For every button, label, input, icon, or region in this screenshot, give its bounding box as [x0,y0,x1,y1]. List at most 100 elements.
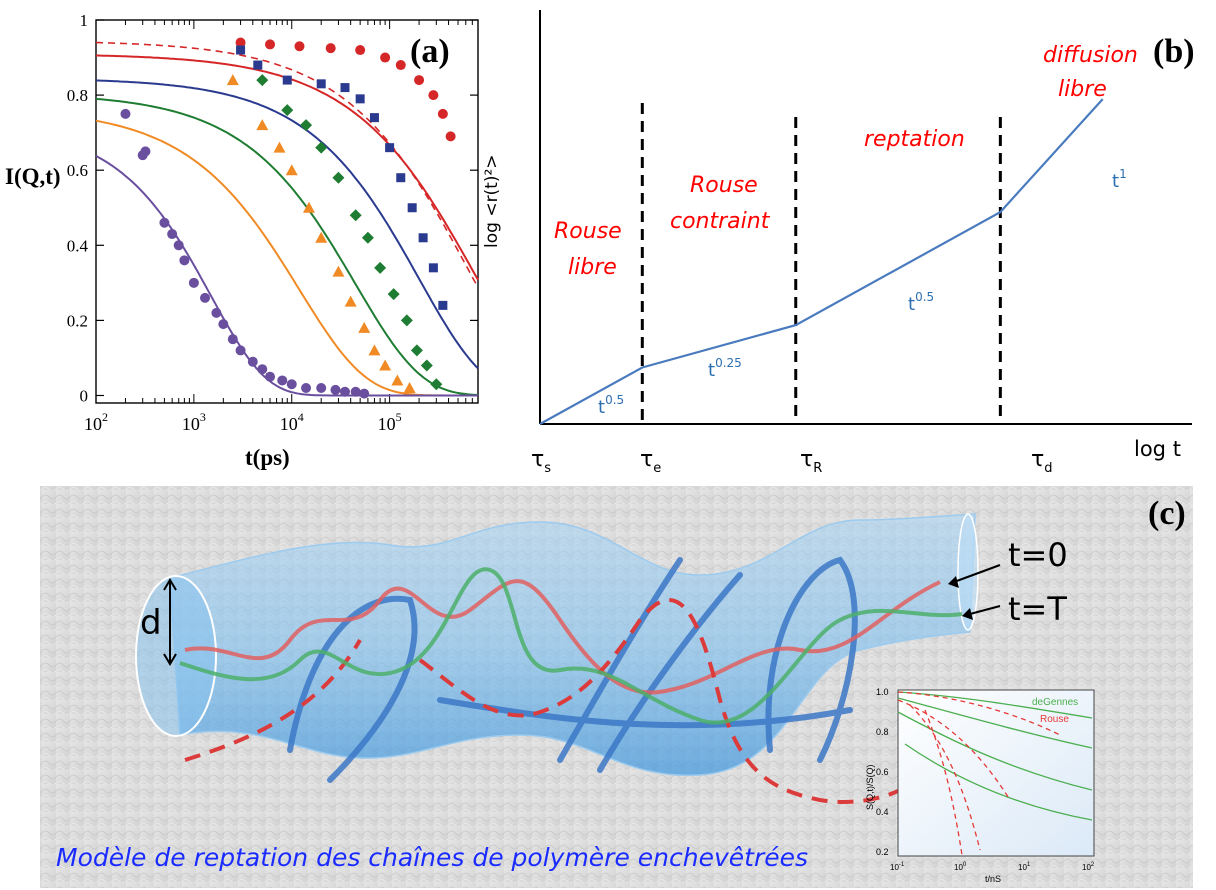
data-point-series-2 [316,79,326,89]
data-point-series-5 [227,334,238,345]
panel-b-label: (b) [1153,33,1195,70]
data-point-series-5 [286,379,297,390]
panel-a-data-points [120,37,456,399]
inset-frame [897,689,1095,857]
inset-rouse-curve-4 [924,709,963,856]
data-point-series-1 [445,131,456,142]
data-point-series-4 [256,119,269,131]
inset-x-axis-label: t/nS [985,874,1001,884]
data-point-series-4 [332,265,345,277]
data-point-series-1 [294,41,305,52]
inset-y-axis-label: S(Q,t)/S(Q) [865,765,875,811]
data-point-series-2 [385,143,395,153]
data-point-series-2 [355,94,365,104]
data-point-series-4 [391,374,404,386]
inset-rouse-curve-3 [909,704,981,851]
panel-b-regime-boundaries [640,103,1002,424]
inset-y-ticks: 1.0 0.8 0.6 0.4 0.2 [876,687,889,857]
data-point-series-2 [369,113,379,123]
obstacle-chains [287,556,858,783]
panel-b: (b) log <r(t)²> log t τs τe τR τd Rouse … [482,10,1195,476]
data-point-series-1 [414,75,425,86]
data-point-series-2 [253,60,263,70]
t0-arrow-head [948,576,959,588]
inset-rouse-curve-2 [897,699,1011,801]
reptation-tube [169,513,976,777]
panel-a-x-axis-label: t(ps) [245,445,290,470]
data-point-series-3 [410,344,423,357]
data-point-series-2 [236,45,246,55]
inset-rouse-curves [897,691,1061,856]
data-point-series-4 [285,164,298,176]
data-point-series-5 [247,356,258,367]
fit-curve-series-5 [95,155,478,397]
data-point-series-1 [355,45,366,56]
inset-degennes-curve-3 [897,711,1093,791]
inset-y-tick-label: 0.8 [876,727,889,737]
data-point-series-5 [120,108,131,119]
t0-arrow [953,564,1001,583]
diameter-label: d [140,603,162,643]
chain-tT [179,567,963,725]
panel-a: 0 0.2 0.4 0.6 0.8 1 102 103 104 105 (a) I(Q,t) t… [5,11,479,470]
data-point-series-3 [349,209,362,222]
fit-curve-series-2 [96,79,479,370]
data-point-series-5 [200,292,211,303]
inset-legend-degennes: deGennes [1032,697,1078,708]
data-point-series-1 [265,39,276,50]
data-point-series-5 [257,364,268,375]
inset-x-tick-label: 102 [1082,862,1095,872]
data-point-series-1 [395,60,406,71]
data-point-series-4 [358,321,371,333]
inset-y-tick-label: 0.2 [876,847,889,857]
x-tick-label: 103 [182,410,206,434]
obstacle-chain-1 [287,595,418,783]
data-point-series-5 [265,371,276,382]
data-point-series-3 [430,378,443,391]
tube-end-left [135,575,217,737]
obstacle-chain-3 [597,572,743,773]
fit-curve-series-3 [95,97,479,396]
data-point-series-5 [173,240,184,251]
tau-d-label: τd [1031,447,1053,476]
inset-x-tick-label: 100 [954,862,967,872]
data-point-series-5 [330,384,341,395]
data-point-series-5 [277,375,288,386]
inset-x-tick-label: 10-1 [890,862,905,872]
tT-arrow-head [962,608,973,620]
data-point-series-4 [344,295,357,307]
inset-degennes-curve-4 [904,743,1093,821]
data-point-series-5 [159,217,170,228]
x-tick-label: 104 [280,410,304,434]
y-tick-label: 0 [80,386,89,405]
panel-b-msd-line [539,98,1104,425]
inset-x-ticks: 10-1 100 101 102 [890,862,1095,872]
inset-y-tick-label: 1.0 [876,687,889,697]
data-point-series-3 [281,104,294,117]
data-point-series-4 [368,344,381,356]
t0-label: t=0 [1008,536,1068,574]
diameter-arrow-head-bottom [163,653,177,666]
panel-a-y-ticks: 0 0.2 0.4 0.6 0.8 1 [67,11,478,405]
data-point-series-3 [332,171,345,184]
data-point-series-4 [315,231,328,243]
panel-c-caption: Modèle de reptation des chaînes de polym… [56,843,808,872]
inset-x-tick-label: 101 [1018,862,1031,872]
panel-c-label: (c) [1148,495,1186,532]
data-point-series-3 [374,261,387,274]
data-point-series-2 [428,263,438,273]
y-tick-label: 0.4 [67,236,89,255]
data-point-series-4 [273,141,286,153]
data-point-series-3 [315,141,328,154]
data-point-series-2 [407,203,417,213]
data-point-series-3 [300,119,313,132]
data-point-series-5 [301,382,312,393]
panel-a-label: (a) [410,33,450,70]
tau-e-label: τe [640,447,661,476]
data-point-series-3 [256,74,269,87]
x-tick-label: 102 [84,410,108,434]
panel-a-y-axis-label: I(Q,t) [5,164,61,189]
chain-t0 [184,579,941,695]
tau-s-label: τs [531,447,551,476]
